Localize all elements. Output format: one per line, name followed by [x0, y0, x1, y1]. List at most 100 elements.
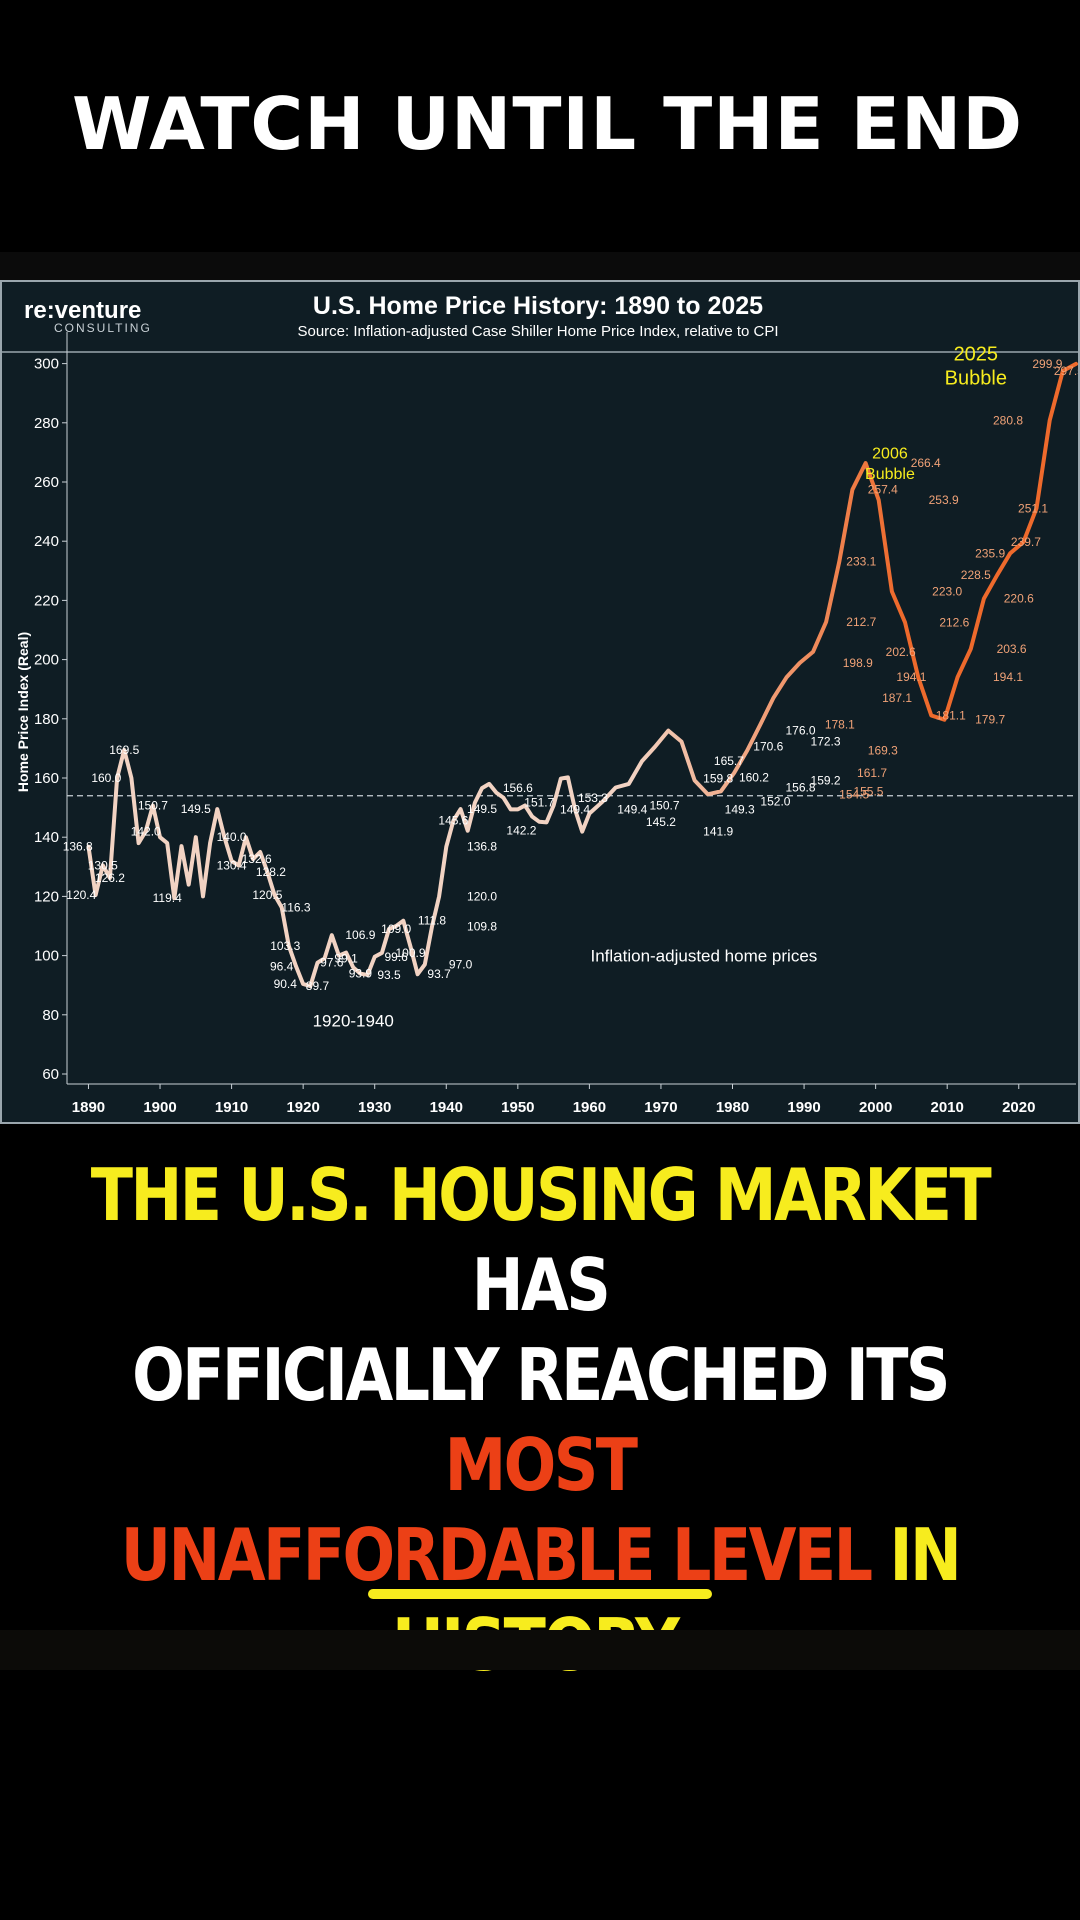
- data-label: 187.1: [882, 691, 912, 705]
- data-label: 253.9: [929, 493, 959, 507]
- data-label: 239.7: [1011, 535, 1041, 549]
- y-tick-label: 260: [34, 474, 59, 491]
- data-label: 299.9: [1032, 357, 1062, 371]
- x-tick-label: 1980: [716, 1099, 749, 1116]
- chart-panel: re:venture CONSULTING U.S. Home Price Hist…: [0, 280, 1080, 1124]
- y-tick-label: 220: [34, 592, 59, 609]
- data-label: 160.2: [739, 770, 769, 784]
- caption-segment: IN: [870, 1513, 962, 1597]
- x-tick-label: 2000: [859, 1099, 892, 1116]
- y-tick-label: 180: [34, 711, 59, 728]
- data-label: 194.1: [993, 670, 1023, 684]
- chart-label: Bubble: [945, 367, 1007, 389]
- data-label: 178.1: [825, 717, 855, 731]
- data-label: 109.0: [381, 922, 411, 936]
- data-label: 176.0: [785, 724, 815, 738]
- chart-label: Bubble: [865, 466, 915, 483]
- data-label: 149.5: [467, 802, 497, 816]
- data-label: 103.3: [270, 939, 300, 953]
- data-label: 165.7: [714, 754, 744, 768]
- data-label: 126.2: [95, 871, 125, 885]
- data-label: 159.2: [811, 773, 841, 787]
- x-tick-label: 1990: [787, 1099, 820, 1116]
- y-tick-label: 80: [42, 1007, 59, 1024]
- x-tick-label: 1940: [430, 1099, 463, 1116]
- data-label: 172.3: [811, 735, 841, 749]
- x-tick-label: 1960: [573, 1099, 606, 1116]
- data-label: 90.4: [274, 977, 298, 991]
- x-tick-label: 1950: [501, 1099, 534, 1116]
- data-label: 93.7: [427, 967, 451, 981]
- data-label: 212.7: [846, 615, 876, 629]
- data-label: 130.4: [217, 859, 247, 873]
- data-label: 153.3: [578, 791, 608, 805]
- caption-segment: UNAFFORDABLE LEVEL: [120, 1513, 873, 1597]
- x-tick-label: 1930: [358, 1099, 391, 1116]
- data-label: 159.8: [703, 772, 733, 786]
- data-label: 109.8: [467, 920, 497, 934]
- data-label: 100.9: [395, 946, 425, 960]
- header-bg: [2, 282, 1078, 352]
- brand-sub: CONSULTING: [54, 321, 152, 335]
- data-label: 111.8: [418, 914, 447, 928]
- data-label: 169.5: [109, 743, 139, 757]
- data-label: 119.4: [153, 891, 182, 905]
- x-tick-label: 2010: [931, 1099, 964, 1116]
- data-label: 99.1: [334, 951, 358, 965]
- data-label: 96.4: [270, 959, 294, 973]
- price-line: [86, 361, 1078, 989]
- data-label: 97.6: [320, 956, 344, 970]
- data-label: 136.8: [63, 840, 93, 854]
- data-label: 257.4: [868, 483, 898, 497]
- caption-segment: MOST: [444, 1423, 638, 1507]
- data-label: 156.8: [785, 780, 815, 794]
- data-label: 154.5: [839, 787, 869, 801]
- chart-subtitle: Source: Inflation-adjusted Case Shiller …: [297, 323, 778, 340]
- data-label: 97.0: [449, 957, 473, 971]
- y-tick-label: 60: [42, 1066, 59, 1083]
- price-series-line: [86, 361, 1078, 989]
- chart-label: 2025: [954, 344, 999, 366]
- y-tick-label: 240: [34, 533, 59, 550]
- y-tick-label: 280: [34, 415, 59, 432]
- data-label: 220.6: [1004, 592, 1034, 606]
- data-label: 120.4: [66, 888, 96, 902]
- data-label: 99.6: [384, 950, 408, 964]
- x-tick-label: 1900: [143, 1099, 176, 1116]
- data-label: 251.1: [1018, 501, 1048, 515]
- data-label: 141.9: [703, 825, 733, 839]
- data-label: 152.0: [760, 795, 790, 809]
- data-label: 120.5: [252, 888, 282, 902]
- data-label: 149.5: [181, 802, 211, 816]
- chart-axes: 60 80 100 120 140 160 180 200 220 240 260 280 300 189…: [15, 332, 1076, 1116]
- data-label: 156.6: [503, 781, 533, 795]
- data-label: 149.4: [560, 802, 590, 816]
- data-label: 233.1: [846, 555, 876, 569]
- data-label: 169.3: [868, 743, 898, 757]
- brand-name: re:venture: [24, 297, 141, 324]
- data-label: 130.5: [88, 858, 118, 872]
- data-label: 136.8: [467, 840, 497, 854]
- data-label: 120.0: [467, 889, 497, 903]
- data-label: 203.6: [997, 642, 1027, 656]
- data-label: 280.8: [993, 413, 1023, 427]
- data-label: 140.0: [217, 830, 247, 844]
- data-label: 149.4: [617, 802, 647, 816]
- y-tick-label: 140: [34, 829, 59, 846]
- data-label: 160.0: [91, 771, 121, 785]
- data-label: 93.9: [349, 967, 373, 981]
- data-label: 198.9: [843, 656, 873, 670]
- data-label: 142.0: [131, 824, 161, 838]
- chart-title: U.S. Home Price History: 1890 to 2025: [313, 292, 763, 320]
- data-label: 132.6: [242, 852, 272, 866]
- y-tick-label: 300: [34, 356, 59, 373]
- data-label: 145.2: [646, 815, 676, 829]
- top-divider-strip: [0, 252, 1080, 282]
- caption-segment: HAS: [471, 1243, 611, 1327]
- data-label: 228.5: [961, 568, 991, 582]
- y-tick-label: 100: [34, 948, 59, 965]
- chart-label: 1920-1940: [313, 1012, 394, 1031]
- caption-segment: THE U.S. HOUSING MARKET: [90, 1153, 992, 1237]
